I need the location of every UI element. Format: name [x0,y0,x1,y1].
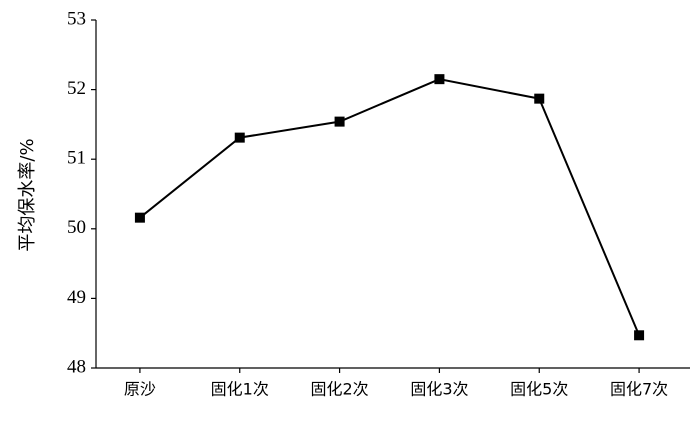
marker [234,132,245,143]
y-tick-label: 52 [67,78,86,99]
y-tick-label: 51 [67,148,86,169]
x-tick-label: 固化1次 [211,380,269,399]
x-tick-label: 固化5次 [510,380,568,399]
y-axis-label: 平均保水率/% [17,138,38,251]
x-tick-label: 固化3次 [410,380,468,399]
y-tick-label: 49 [67,287,86,308]
y-tick-label: 50 [67,217,86,238]
x-tick-label: 原沙 [124,380,156,399]
marker [634,330,645,341]
y-tick-label: 53 [67,8,86,29]
marker [134,212,145,223]
x-tick-label: 固化7次 [610,380,668,399]
marker [534,93,545,104]
y-tick-label: 48 [67,356,86,377]
marker [334,116,345,127]
x-tick-label: 固化2次 [310,380,368,399]
marker [434,74,445,85]
line [139,78,641,336]
